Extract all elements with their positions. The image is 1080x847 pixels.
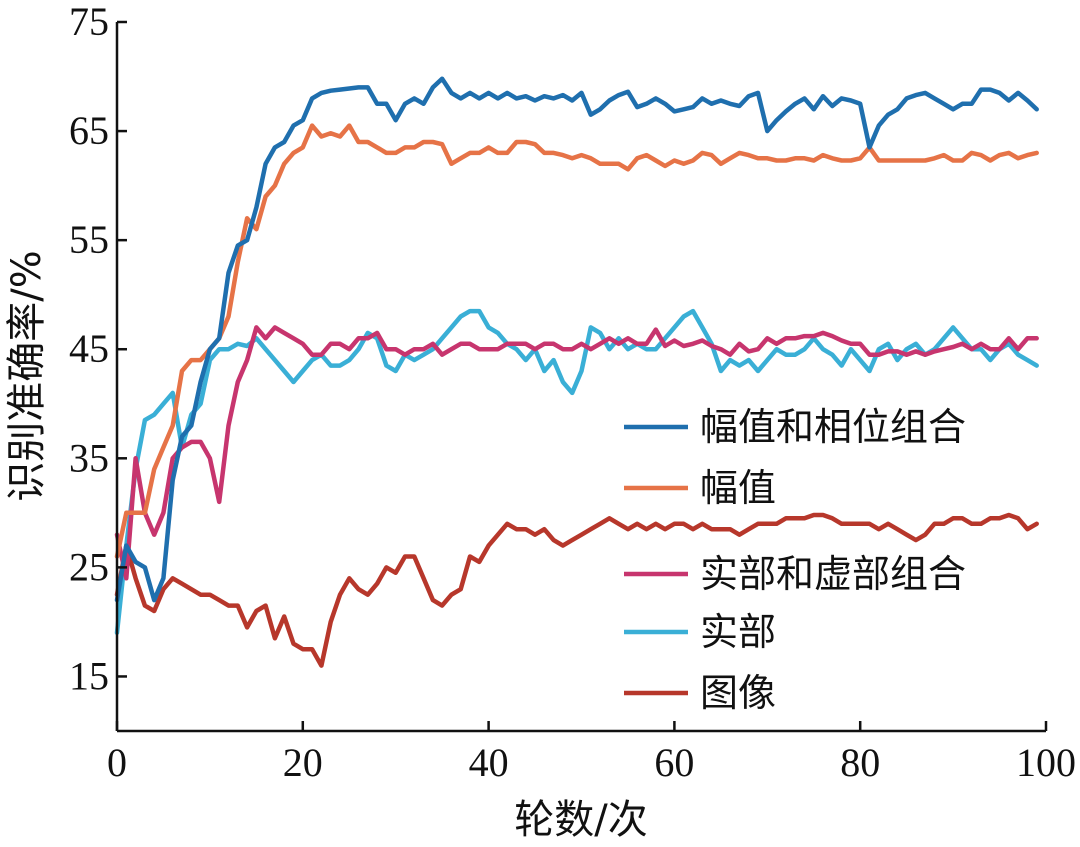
y-axis-title: 识别准确率/% bbox=[4, 250, 50, 501]
series-line bbox=[114, 512, 1039, 668]
x-tick-label: 0 bbox=[107, 740, 127, 785]
y-tick-label: 35 bbox=[69, 435, 109, 480]
plot-lines bbox=[114, 76, 1039, 668]
x-axis-title: 轮数/次 bbox=[514, 797, 647, 843]
y-tick-label: 55 bbox=[69, 217, 109, 262]
y-tick-label: 15 bbox=[69, 653, 109, 698]
series-line bbox=[114, 123, 1039, 559]
y-tick-label: 45 bbox=[69, 326, 109, 371]
series-line bbox=[114, 76, 1039, 603]
x-tick-label: 80 bbox=[840, 740, 880, 785]
legend-label: 图像 bbox=[700, 671, 776, 715]
legend-label: 实部和虚部组合 bbox=[700, 552, 966, 596]
series-line bbox=[114, 308, 1039, 636]
y-ticks: 15 25 35 45 55 65 75 bbox=[69, 0, 127, 698]
x-ticks: 0 20 40 60 80 100 bbox=[107, 721, 1076, 785]
legend-label: 幅值和相位组合 bbox=[700, 405, 966, 449]
x-tick-label: 100 bbox=[1016, 740, 1076, 785]
y-tick-label: 75 bbox=[69, 0, 109, 44]
legend-label: 幅值 bbox=[700, 466, 776, 510]
legend-label: 实部 bbox=[700, 610, 776, 654]
x-tick-label: 40 bbox=[469, 740, 509, 785]
x-tick-label: 60 bbox=[654, 740, 694, 785]
y-tick-label: 25 bbox=[69, 544, 109, 589]
y-tick-label: 65 bbox=[69, 108, 109, 153]
series-line bbox=[114, 325, 1039, 581]
x-tick-label: 20 bbox=[283, 740, 323, 785]
